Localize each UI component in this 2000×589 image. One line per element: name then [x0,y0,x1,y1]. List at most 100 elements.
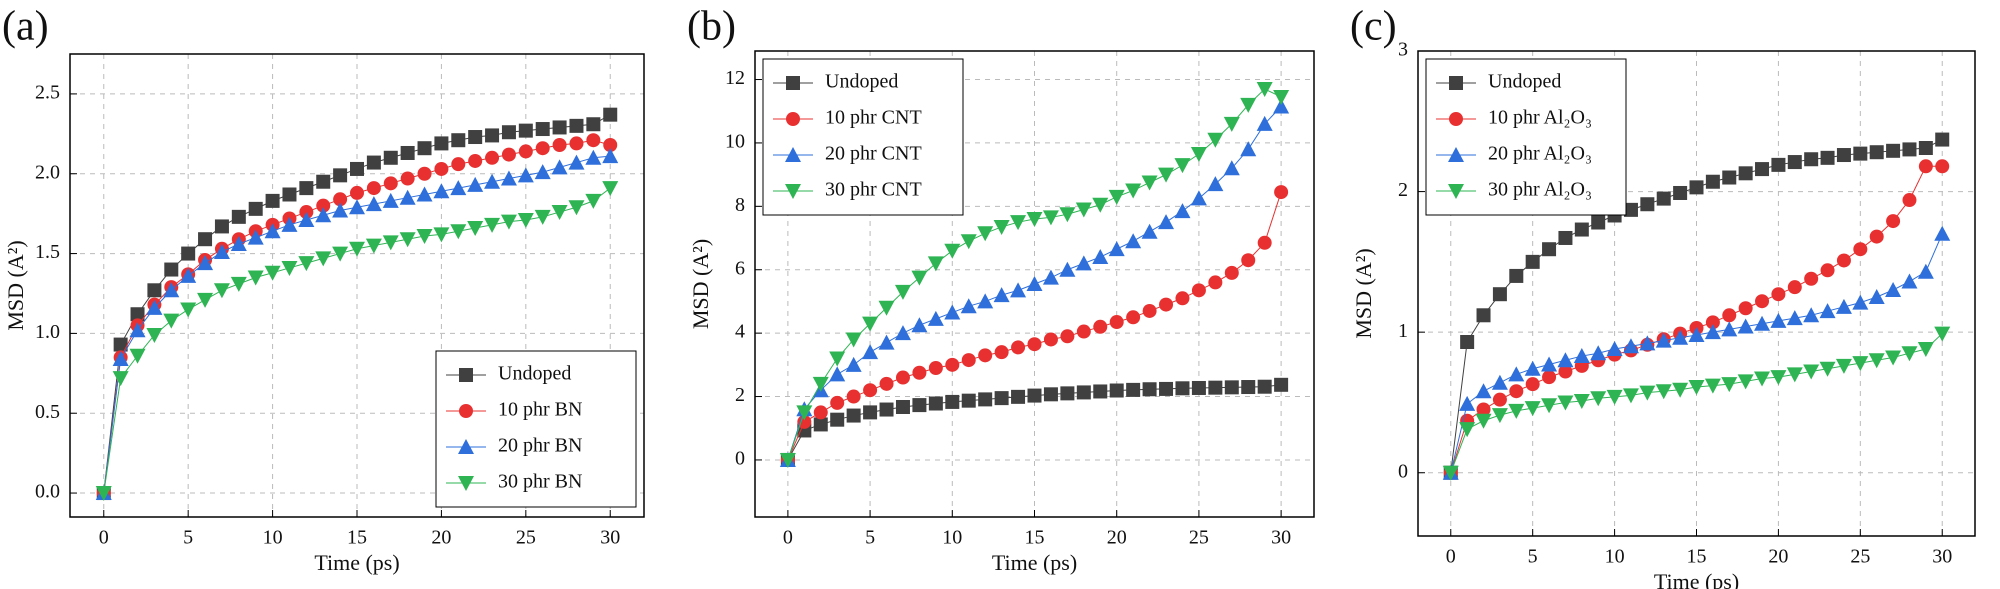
marker [265,193,280,208]
marker [485,150,500,165]
marker [467,221,484,237]
marker [147,283,162,298]
marker [365,196,382,212]
marker [1027,388,1042,403]
marker [569,136,584,151]
marker [911,317,928,333]
marker [1542,370,1557,385]
y-tick-label: 0.0 [35,481,60,503]
x-tick-label: 5 [1528,546,1538,568]
panel-label: (a) [2,4,49,50]
marker [534,209,551,225]
marker [1704,324,1721,340]
marker [1704,378,1721,394]
marker [433,183,450,199]
marker [1141,223,1158,239]
marker [500,214,517,230]
marker [862,316,879,332]
marker [112,371,129,387]
marker [400,145,415,160]
marker [1902,193,1917,208]
marker [829,366,846,382]
marker [1935,132,1950,147]
marker [467,176,484,192]
marker [1541,398,1558,414]
marker [197,292,214,308]
legend-label: Undoped [498,363,571,385]
marker [366,181,381,196]
marker [1142,382,1157,397]
legend-marker [785,147,801,162]
x-tick-label: 10 [263,527,283,549]
marker [1541,356,1558,372]
marker [1804,271,1819,286]
marker [1917,342,1934,358]
marker [1622,338,1639,354]
marker [1256,115,1273,131]
legend-marker [786,112,800,126]
marker [1158,167,1175,183]
marker [1141,175,1158,191]
marker [1655,384,1672,400]
marker [911,270,928,286]
x-tick-label: 30 [600,527,620,549]
marker [812,376,829,392]
marker [248,201,263,216]
marker [1142,303,1157,318]
marker [1043,332,1058,347]
marker [602,181,619,197]
marker [1509,268,1524,283]
legend-marker [1448,184,1464,199]
marker [1476,402,1491,417]
marker [586,133,601,148]
marker [1108,241,1125,257]
marker [416,186,433,202]
marker [517,167,534,183]
marker [1508,366,1525,382]
marker [1223,116,1240,132]
marker [316,174,331,189]
marker [1525,377,1540,392]
marker [845,332,862,348]
marker [1042,269,1059,285]
marker [399,232,416,248]
marker [298,256,315,272]
marker [1190,190,1207,206]
marker [1835,298,1852,314]
x-tick-label: 15 [347,527,367,549]
marker [468,130,483,145]
marker [264,223,281,239]
marker [129,348,146,364]
legend-marker [459,368,473,382]
legend-label: 20 phr CNT [825,143,922,165]
marker [1026,212,1043,228]
marker [944,304,961,320]
marker [1257,379,1272,394]
marker [945,394,960,409]
legend-label: 20 phr Al₂O₃ [1488,143,1592,165]
marker [315,251,332,267]
marker [197,255,214,271]
x-tick-label: 20 [1768,546,1788,568]
marker [1886,143,1901,158]
legend-marker [1449,76,1463,90]
marker [1011,389,1026,404]
plot-frame [69,53,645,518]
marker [1721,321,1738,337]
marker [349,241,365,257]
legend-marker [458,476,474,491]
marker [451,157,466,172]
marker [382,235,399,251]
y-tick-label: 0 [735,448,745,470]
marker [1639,335,1656,351]
marker [1059,261,1076,277]
x-tick-label: 15 [1687,546,1707,568]
marker [1010,282,1027,298]
panel-label: (c) [1350,4,1397,50]
marker [977,226,994,242]
legend-marker [458,439,474,454]
marker [1159,381,1174,396]
marker [993,219,1010,235]
marker [1093,319,1108,334]
marker [1819,303,1836,319]
